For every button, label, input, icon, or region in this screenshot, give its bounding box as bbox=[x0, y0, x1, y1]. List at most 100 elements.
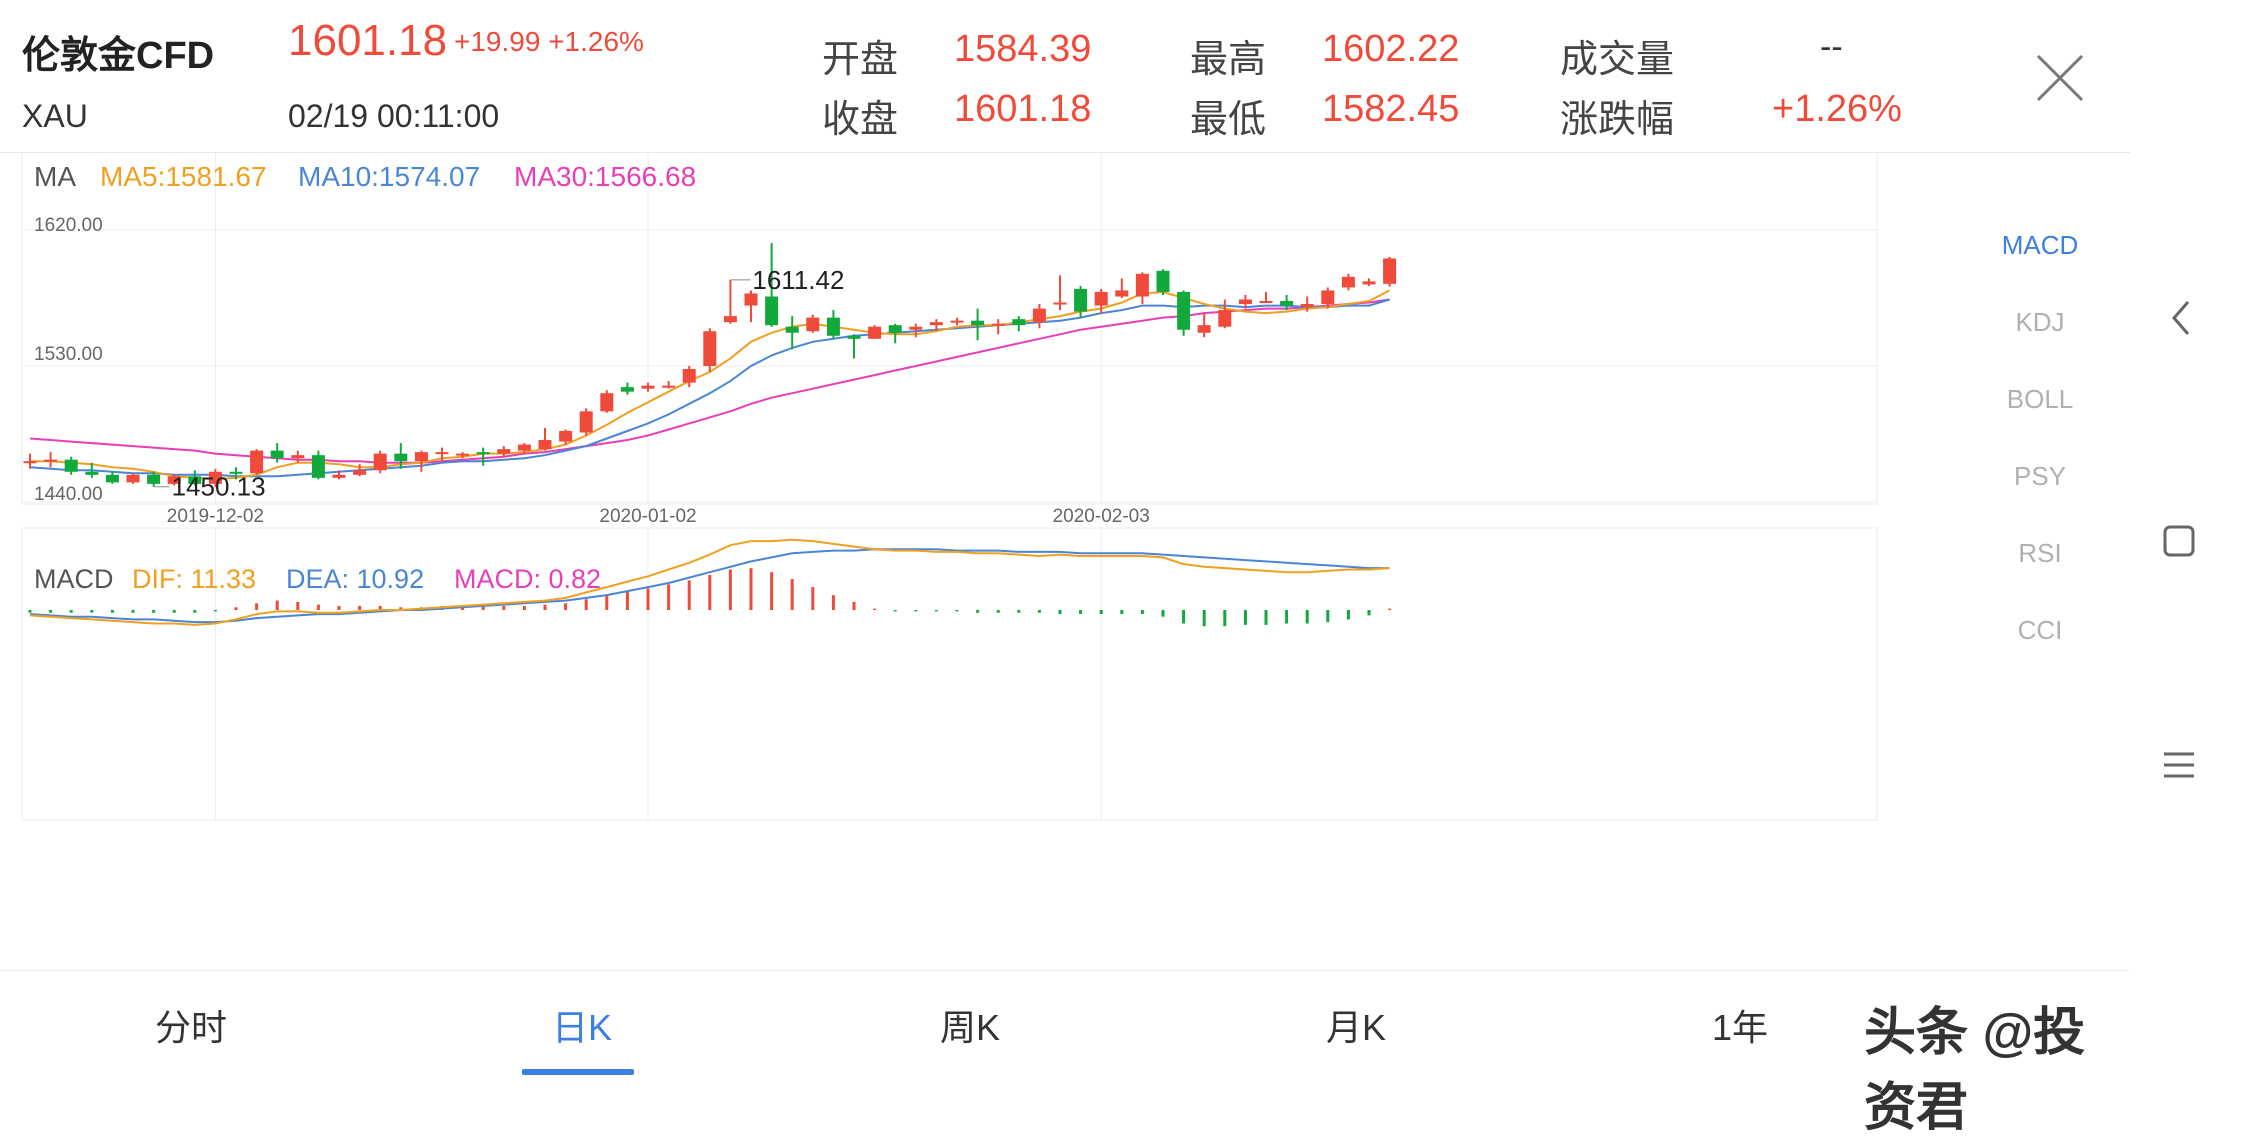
candle-body bbox=[868, 326, 882, 339]
x-tick-label: 2020-01-02 bbox=[599, 506, 696, 527]
home-square-icon[interactable] bbox=[2162, 524, 2196, 563]
low-label: 最低 bbox=[1190, 99, 1267, 141]
candle-body bbox=[1135, 273, 1149, 297]
candle-body bbox=[579, 411, 593, 433]
system-navbar bbox=[2130, 0, 2248, 1080]
macd-plot-frame bbox=[21, 527, 1878, 821]
candle-body bbox=[1032, 308, 1046, 323]
tab-timeshare[interactable]: 分时 bbox=[155, 1007, 228, 1048]
candle-body bbox=[126, 474, 140, 483]
candle-body bbox=[229, 471, 243, 474]
pct-change-value: +1.26% bbox=[1772, 88, 1902, 130]
candle-body bbox=[826, 317, 840, 336]
instrument-name: 伦敦金CFD bbox=[22, 35, 215, 77]
candle-body bbox=[785, 326, 799, 333]
close-label: 收盘 bbox=[822, 99, 899, 141]
candle-body bbox=[1280, 301, 1294, 306]
macd-legend-item: MACD bbox=[34, 564, 114, 594]
y-tick-label: 1440.00 bbox=[34, 484, 103, 505]
low-value: 1582.45 bbox=[1322, 88, 1460, 130]
open-value: 1584.39 bbox=[954, 28, 1092, 70]
quote-panel: 伦敦金CFD XAU 1601.18 +19.99 +1.26% 02/19 0… bbox=[0, 0, 2130, 1137]
menu-lines-icon[interactable] bbox=[2162, 750, 2196, 785]
candle-body bbox=[1341, 276, 1355, 288]
candle-body bbox=[435, 452, 449, 455]
candle-body bbox=[188, 476, 202, 484]
candle-body bbox=[1012, 319, 1026, 326]
quote-header: 伦敦金CFD XAU 1601.18 +19.99 +1.26% 02/19 0… bbox=[0, 0, 2130, 153]
open-label: 开盘 bbox=[822, 39, 899, 81]
dea-line bbox=[29, 548, 1390, 624]
ma-legend-item: MA30:1566.68 bbox=[514, 161, 696, 192]
active-tab-indicator bbox=[522, 1069, 634, 1075]
dif-line bbox=[29, 538, 1390, 626]
close-icon[interactable] bbox=[2030, 48, 2090, 108]
candle-body bbox=[600, 393, 614, 412]
tab-monthly-k[interactable]: 月K bbox=[1326, 1007, 1387, 1048]
candle-body bbox=[1115, 290, 1129, 297]
pct-change-label: 涨跌幅 bbox=[1560, 99, 1675, 141]
candle-body bbox=[641, 385, 655, 389]
candle-body bbox=[1094, 291, 1108, 306]
candle-body bbox=[538, 440, 552, 450]
candle-body bbox=[1053, 302, 1067, 305]
candle-body bbox=[64, 459, 78, 472]
candle-body bbox=[208, 471, 222, 484]
candle-body bbox=[23, 461, 37, 464]
high-label: 最高 bbox=[1190, 39, 1267, 81]
macd-legend-item: DEA: 10.92 bbox=[286, 564, 424, 594]
close-value: 1601.18 bbox=[954, 88, 1092, 130]
candle-body bbox=[662, 385, 676, 388]
candle-body bbox=[1259, 301, 1273, 304]
indicator-rsi[interactable]: RSI bbox=[2018, 538, 2062, 568]
candle-body bbox=[332, 474, 346, 478]
candle-body bbox=[105, 474, 119, 483]
candle-body bbox=[1238, 299, 1252, 305]
candle-body bbox=[559, 430, 573, 442]
candle-body bbox=[1362, 281, 1376, 285]
candle-body bbox=[394, 453, 408, 462]
candle-body bbox=[1300, 304, 1314, 308]
candle-body bbox=[311, 455, 325, 478]
candle-body bbox=[1156, 270, 1170, 292]
indicator-psy[interactable]: PSY bbox=[2013, 461, 2067, 491]
candle-body bbox=[1074, 288, 1088, 312]
candle-body bbox=[950, 320, 964, 323]
candle-body bbox=[270, 450, 284, 459]
y-tick-label: 1620.00 bbox=[34, 215, 103, 236]
candle-body bbox=[373, 453, 387, 471]
candle-body bbox=[1321, 290, 1335, 305]
candle-body bbox=[44, 459, 58, 462]
macd-legend-item: DIF: 11.33 bbox=[132, 564, 256, 594]
candle-body bbox=[85, 471, 99, 475]
tab-weekly-k[interactable]: 周K bbox=[940, 1007, 1001, 1048]
candle-body bbox=[147, 474, 161, 484]
candle-body bbox=[723, 316, 737, 323]
kline-chart-svg[interactable]: 2019-12-02 2020-01-02 2020-02-03 1620.00 153… bbox=[0, 151, 2130, 970]
x-tick-label: 2019-12-02 bbox=[167, 506, 264, 527]
indicator-macd[interactable]: MACD bbox=[2001, 230, 2079, 260]
candle-body bbox=[847, 335, 861, 339]
candle-body bbox=[1197, 325, 1211, 333]
period-tabs: 分时 日K 周K 月K 1年 bbox=[0, 970, 2130, 1081]
indicator-kdj[interactable]: KDJ bbox=[2015, 307, 2065, 337]
indicator-cci[interactable]: CCI bbox=[2017, 615, 2063, 645]
ma-legend-item: MA5:1581.67 bbox=[100, 161, 267, 192]
min-price-label: 1450.13 bbox=[172, 472, 266, 502]
candle-body bbox=[806, 317, 820, 332]
high-value: 1602.22 bbox=[1322, 28, 1460, 70]
y-tick-label: 1530.00 bbox=[34, 344, 103, 365]
ma-legend-item: MA10:1574.07 bbox=[298, 161, 480, 192]
back-chevron-icon[interactable] bbox=[2166, 298, 2196, 343]
candle-body bbox=[291, 455, 305, 459]
indicator-boll[interactable]: BOLL bbox=[2006, 384, 2074, 414]
tab-daily-k[interactable]: 日K bbox=[552, 1007, 613, 1048]
chart-area[interactable]: 2019-12-02 2020-01-02 2020-02-03 1620.00 153… bbox=[0, 151, 2130, 970]
candle-body bbox=[497, 449, 511, 454]
tab-one-year[interactable]: 1年 bbox=[1712, 1007, 1769, 1048]
candle-body bbox=[682, 369, 696, 383]
candle-body bbox=[929, 322, 943, 326]
candle-body bbox=[1218, 310, 1232, 327]
candle-body bbox=[1177, 291, 1191, 330]
candle-body bbox=[517, 444, 531, 451]
